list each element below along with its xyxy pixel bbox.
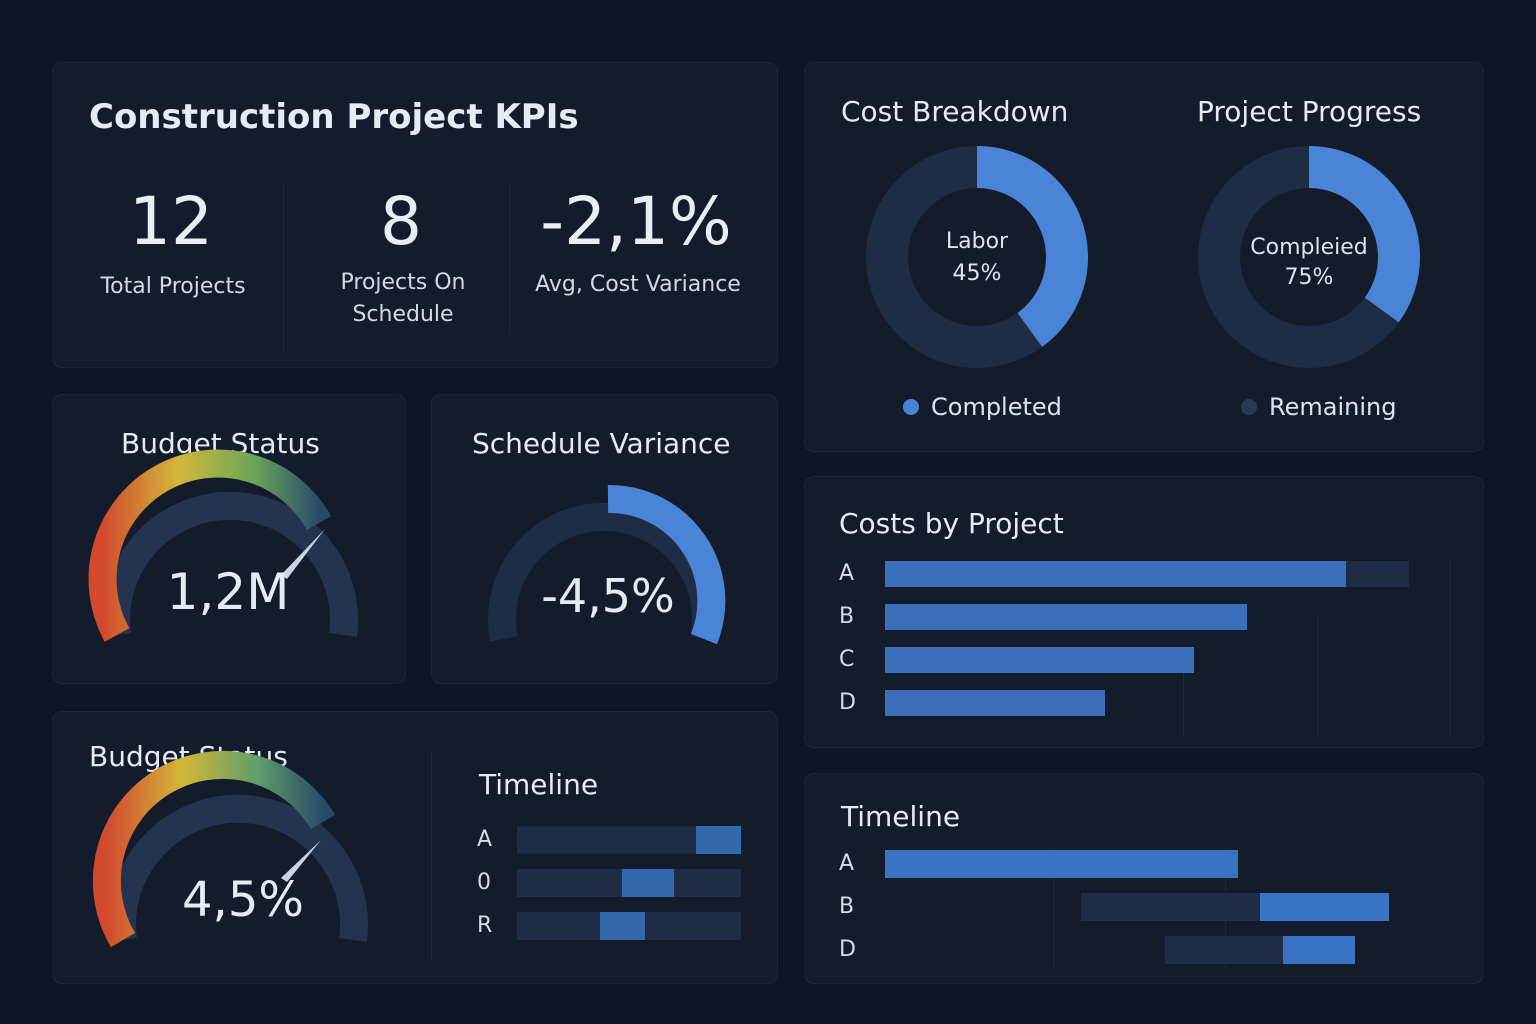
cost-breakdown-donut [866,146,1088,368]
bar [885,690,1106,716]
bar-row: D [839,936,1419,964]
cost-breakdown-center-value: 45% [952,261,1002,286]
legend-completed: Completed [903,393,1062,421]
cost-breakdown-title: Cost Breakdown [841,95,1069,128]
schedule-variance-value: -4,5% [541,569,675,623]
kpi-title: Construction Project KPIs [89,97,579,137]
bar [885,850,1238,878]
gridline [1183,667,1184,737]
bar-row: D [839,690,1419,716]
bar-category-label: B [839,604,855,629]
bar-row: C [839,647,1419,673]
gauge-fill [88,449,332,642]
kpi-label-total-projects: Total Projects [100,274,246,299]
gauge-track [108,794,368,942]
bar-category-label: C [839,647,855,672]
project-progress-title: Project Progress [1197,95,1422,128]
gauge-needle [281,529,325,579]
gridline [1053,848,1054,968]
bar-row: A [477,826,747,854]
kpi-divider [283,183,284,353]
card-divider [431,752,432,962]
bar-row: B [839,893,1419,921]
kpi-value-total-projects: 12 [129,183,213,260]
gauge-needle [281,840,321,882]
kpi-divider [509,183,510,333]
schedule-variance-card: Schedule Variance -4,5% [431,394,778,684]
bar [599,912,645,940]
bar-category-label: A [477,827,493,852]
bar-category-label: 0 [477,870,491,895]
bar-category-label: B [839,894,855,919]
bar-row: B [839,604,1419,630]
schedule-variance-title: Schedule Variance [472,427,731,460]
bar-category-label: A [839,561,855,586]
kpi-label-cost-variance: Avg, Cost Variance [535,272,741,297]
timeline-title: Timeline [479,768,599,801]
gauge-track [102,491,358,637]
timeline-title: Timeline [841,800,961,833]
donuts-card: Cost Breakdown Project Progress Labor 45… [804,62,1484,452]
completed-dot [903,399,919,415]
budget-status-value: 4,5% [182,872,304,928]
gridline [1317,617,1318,737]
gridline [1450,561,1451,737]
budget-status-card: Budget Status 1,2M [52,394,406,684]
project-progress-donut [1198,146,1420,368]
bar-category-label: D [839,937,856,962]
project-progress-center-label: Compleied [1250,235,1368,260]
bar-row: 0 [477,869,747,897]
bar [885,561,1347,587]
legend-remaining-label: Remaining [1269,393,1397,421]
gauge-fill [607,484,726,645]
bar [885,647,1195,673]
schedule-gauge [488,484,726,645]
bar-category-label: A [839,851,855,876]
budget-gauge [92,750,368,948]
legend-remaining: Remaining [1241,393,1396,421]
kpi-label-on-schedule: Projects On Schedule [340,270,466,327]
costs-by-project-title: Costs by Project [839,507,1064,540]
gauge-fill [92,750,336,948]
kpi-value-on-schedule: 8 [380,183,422,260]
bar-row: A [839,850,1419,878]
bar [1282,936,1356,964]
project-progress-center-value: 75% [1284,265,1334,290]
bar [885,604,1247,630]
budget-status-value: 1,2M [166,563,290,621]
bar-category-label: R [477,913,493,938]
kpi-value-cost-variance: -2,1% [540,183,732,260]
cost-breakdown-center-label: Labor [945,229,1009,254]
remaining-dot [1241,399,1257,415]
bar-row: R [477,912,747,940]
bar [696,826,741,854]
bar [1260,893,1389,921]
kpi-card: Construction Project KPIs 12 Total Proje… [52,62,778,368]
bar [622,869,674,897]
budget-gauge [88,449,358,642]
bar-category-label: D [839,690,856,715]
legend-completed-label: Completed [931,393,1062,421]
bar-row: A [839,561,1419,587]
